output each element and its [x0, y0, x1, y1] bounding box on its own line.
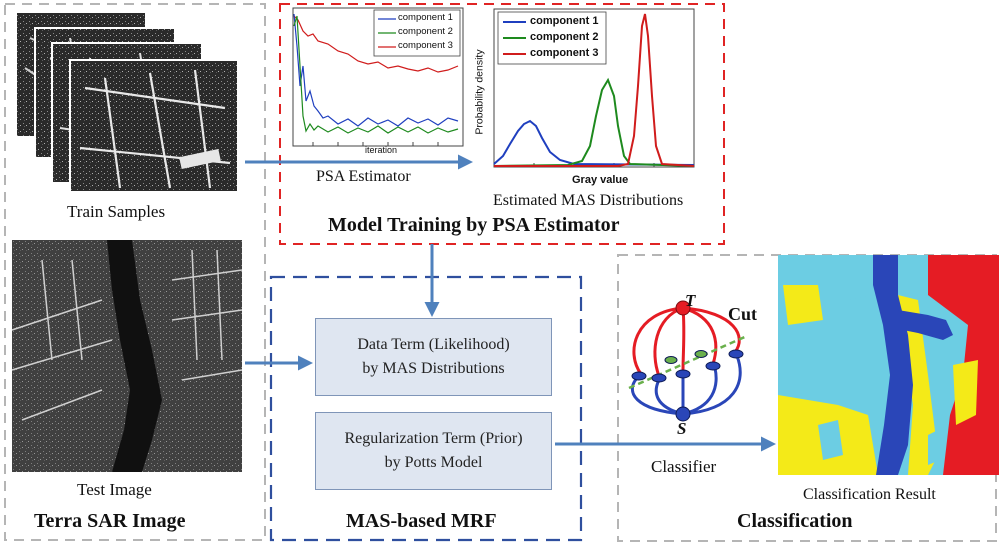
training-panel-title: Model Training by PSA Estimator [328, 214, 620, 236]
cut-line [628, 334, 748, 390]
density-legend [497, 11, 607, 65]
iteration-legend-label-2: component 2 [398, 26, 453, 37]
iteration-x-label: iteration [365, 145, 398, 155]
test-image-caption: Test Image [77, 480, 152, 499]
density-curve-component-1 [493, 119, 695, 166]
density-curve-component-3 [494, 13, 695, 167]
segment-yellow-region-4 [953, 360, 978, 425]
density-legend-label-2: component 2 [530, 31, 599, 43]
regularization-term-box: Regularization Term (Prior) by Potts Mod… [315, 412, 552, 490]
iteration-chart [292, 7, 464, 147]
segment-blue-river [873, 255, 913, 475]
mas-distributions-caption: Estimated MAS Distributions [493, 192, 684, 209]
classification-result-caption: Classification Result [803, 486, 936, 503]
iteration-legend-label-1: component 1 [398, 12, 453, 23]
source-node-t [675, 300, 691, 316]
mrf-panel-border [269, 275, 583, 542]
test-image-icon [11, 240, 243, 472]
iteration-legend [373, 9, 461, 57]
density-legend-label-3: component 3 [530, 47, 599, 59]
data-term-line-1: Data Term (Likelihood) [357, 336, 510, 353]
iteration-series-component-2 [293, 15, 459, 134]
data-term-line-2: by MAS Distributions [362, 360, 505, 377]
graph-cut-nodes [631, 349, 744, 383]
training-panel-border [279, 3, 725, 245]
mas-density-chart [493, 8, 695, 168]
graph-cut-edges [631, 306, 742, 416]
graph-label-cut: Cut [728, 304, 758, 324]
psa-estimator-caption: PSA Estimator [316, 168, 411, 185]
sample-tile-4 [69, 59, 239, 193]
regularization-term-line-2: by Potts Model [384, 454, 483, 471]
density-x-label: Gray value [572, 174, 629, 186]
segment-yellow-region-2 [783, 285, 823, 325]
segment-red-region [928, 255, 999, 475]
classifier-caption: Classifier [651, 457, 717, 476]
data-term-box: Data Term (Likelihood) by MAS Distributi… [315, 318, 552, 396]
graph-label-t: T [685, 291, 696, 310]
segment-cyan-islands [818, 420, 940, 465]
segmentation-map-icon [778, 255, 999, 475]
iteration-series-component-1 [293, 13, 459, 127]
density-legend-label-1: component 1 [530, 15, 599, 27]
density-curve-component-2 [493, 77, 695, 167]
sar-panel-title: Terra SAR Image [34, 510, 186, 532]
graph-cut-icon [628, 300, 748, 422]
sar-image-panel-border [4, 3, 266, 541]
iteration-legend-label-3: component 3 [398, 40, 453, 51]
classification-panel-title: Classification [737, 510, 853, 532]
graph-label-s: S [677, 419, 687, 438]
regularization-term-line-1: Regularization Term (Prior) [344, 430, 523, 447]
iteration-series-component-3 [293, 15, 459, 73]
mrf-panel-title: MAS-based MRF [346, 510, 497, 532]
train-samples-stack-icon [15, 11, 239, 193]
segment-blue-branch [898, 310, 953, 340]
sink-node-s [675, 406, 691, 422]
iteration-axis-ticks [312, 142, 439, 146]
train-samples-caption: Train Samples [67, 202, 166, 221]
river-channel [107, 240, 162, 472]
